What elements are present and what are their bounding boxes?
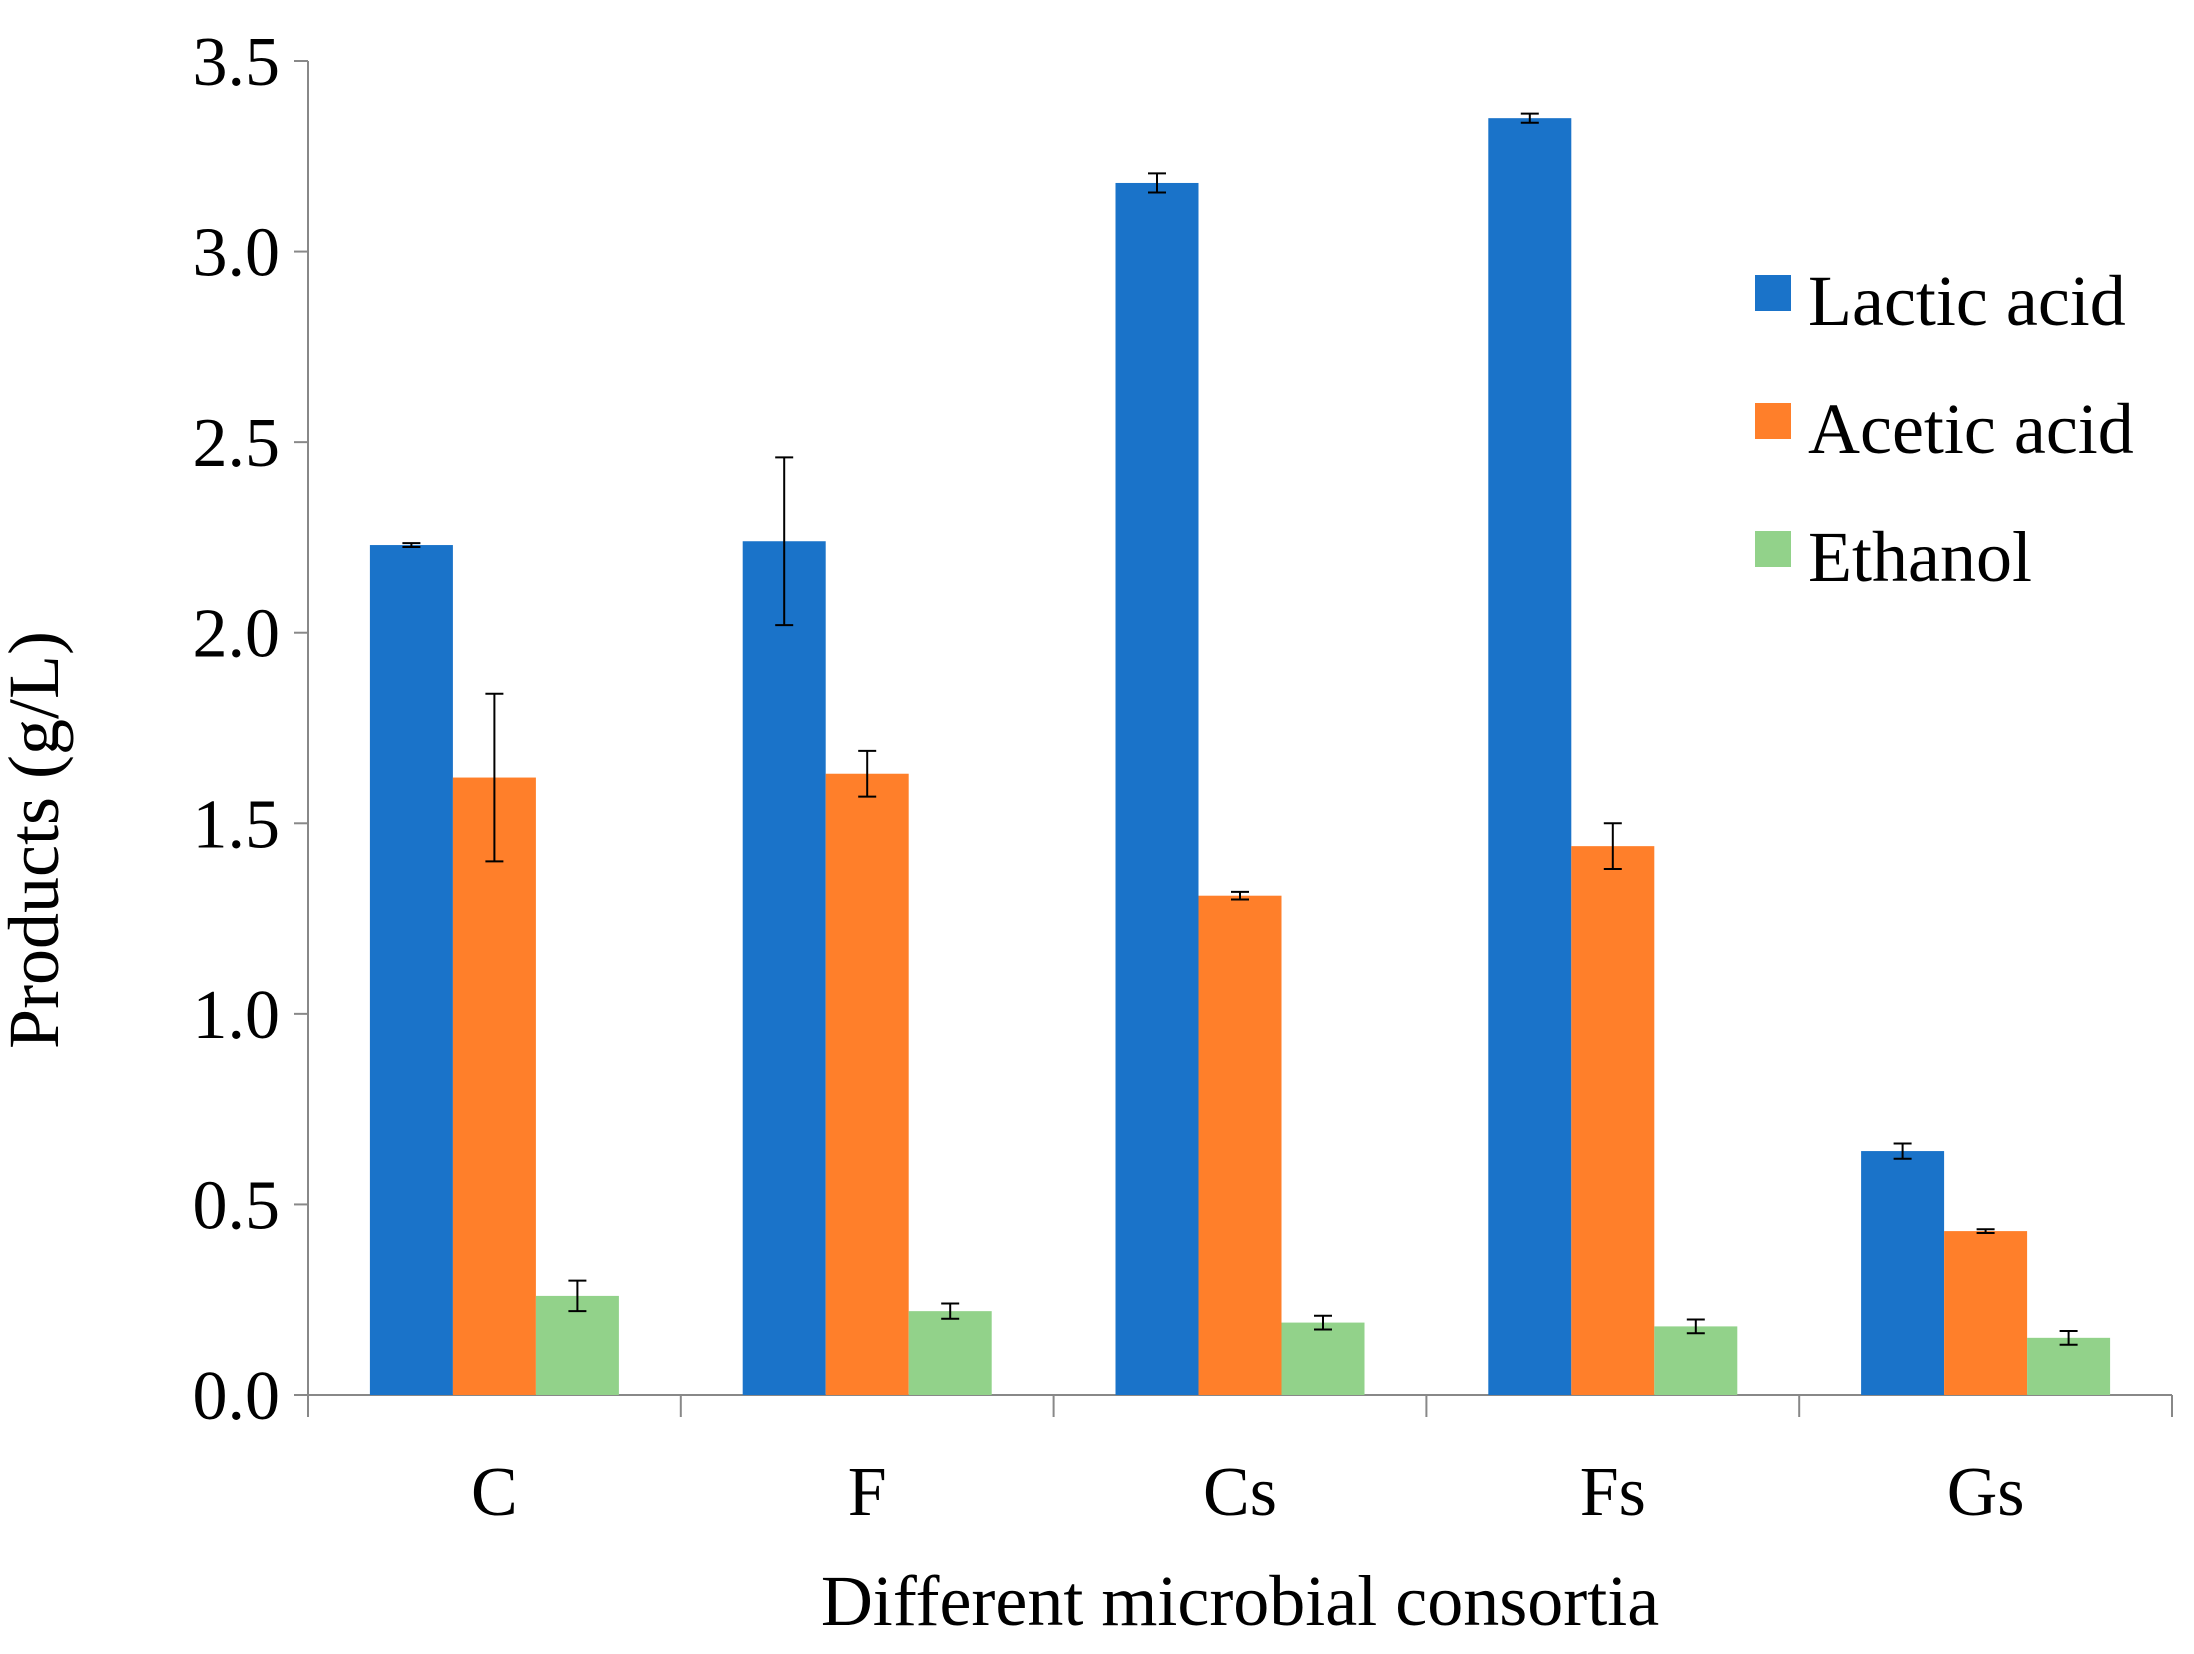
error-bar [485,692,504,863]
legend-label: Ethanol [1808,517,2032,597]
error-bar [858,749,877,798]
x-axis: C F Cs Fs Gs [307,1394,2173,1531]
error-bar [1976,1228,1995,1235]
error-bar [1520,112,1539,124]
legend-swatch [1755,531,1791,567]
y-tick-label: 3.0 [193,215,281,292]
error-bar [402,542,421,548]
bar-ethanol-f [908,1311,992,1395]
bar-ethanol-fs [1654,1326,1738,1395]
legend-swatch [1755,403,1791,439]
legend-label: Acetic acid [1808,389,2134,469]
error-bar [1314,1314,1332,1331]
x-axis-title: Different microbial consortia [821,1561,1659,1641]
y-axis-title: Products (g/L) [0,631,74,1049]
legend-swatch [1755,275,1791,311]
y-tick-label: 1.0 [193,977,281,1054]
bar-ethanol-cs [1281,1322,1365,1395]
bar-acetic-acid-fs [1571,846,1655,1395]
x-tick-label: Fs [1580,1454,1646,1531]
y-tick-label: 2.5 [193,405,281,482]
y-tick-label: 0.5 [193,1167,281,1244]
error-bar [2059,1329,2078,1346]
legend-label: Lactic acid [1808,261,2126,341]
legend: Lactic acid Acetic acid Ethanol [1755,261,2134,597]
bar-lactic-acid-c [369,545,453,1395]
bar-lactic-acid-gs [1861,1151,1945,1395]
bar-lactic-acid-cs [1115,182,1199,1396]
bar-acetic-acid-c [452,777,536,1395]
bar-lactic-acid-f [742,541,826,1395]
error-bar [1603,822,1622,871]
x-tick-label: C [471,1454,518,1531]
bar-lactic-acid-fs [1488,118,1572,1396]
error-bar [775,456,794,627]
y-tick-label: 2.0 [193,596,281,673]
bar-ethanol-gs [2027,1337,2111,1395]
x-tick-label: Cs [1203,1454,1277,1531]
y-tick-label: 0.0 [193,1358,281,1435]
x-tick-label: F [848,1454,887,1531]
y-tick-label: 3.5 [193,24,281,101]
bar-acetic-acid-cs [1198,895,1282,1395]
error-bar [568,1279,587,1313]
y-tick-label: 1.5 [193,786,281,863]
error-bar [1231,890,1249,901]
bar-acetic-acid-f [825,773,909,1395]
error-bar [1686,1318,1705,1335]
y-axis: 0.0 0.5 1.0 1.5 2.0 2.5 3.0 3.5 [193,24,309,1435]
bar-ethanol-c [535,1295,619,1395]
x-tick-label: Gs [1947,1454,2025,1531]
error-bars [402,112,2078,1346]
error-bar [1893,1142,1912,1160]
bars [369,118,2111,1396]
error-bar [1148,172,1166,194]
bar-acetic-acid-gs [1944,1231,2028,1395]
error-bar [941,1302,960,1320]
